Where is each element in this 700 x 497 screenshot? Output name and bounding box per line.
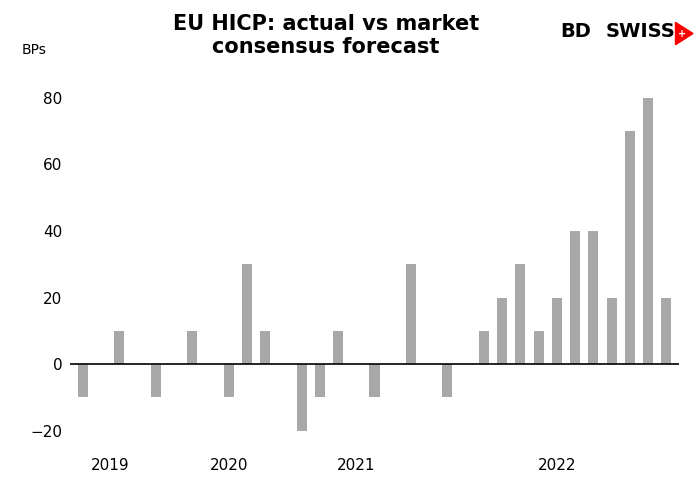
Text: +: + [678,28,687,39]
Text: BPs: BPs [21,43,46,57]
Bar [315,364,325,398]
Bar [187,331,197,364]
Text: BD: BD [560,22,591,41]
Bar [533,331,544,364]
Bar [515,264,526,364]
Bar [442,364,452,398]
Bar [333,331,343,364]
Bar [552,298,562,364]
Bar [643,98,653,364]
Text: SWISS: SWISS [606,22,676,41]
Bar [114,331,124,364]
Bar [588,231,598,364]
Bar [223,364,234,398]
Bar [150,364,161,398]
Bar [78,364,88,398]
Bar [606,298,617,364]
Bar [497,298,507,364]
Bar [297,364,307,431]
Bar [370,364,379,398]
Bar [479,331,489,364]
Bar [570,231,580,364]
Bar [662,298,671,364]
Title: EU HICP: actual vs market
consensus forecast: EU HICP: actual vs market consensus fore… [173,14,479,58]
Bar [625,131,635,364]
Bar [406,264,416,364]
Bar [260,331,270,364]
Bar [242,264,252,364]
